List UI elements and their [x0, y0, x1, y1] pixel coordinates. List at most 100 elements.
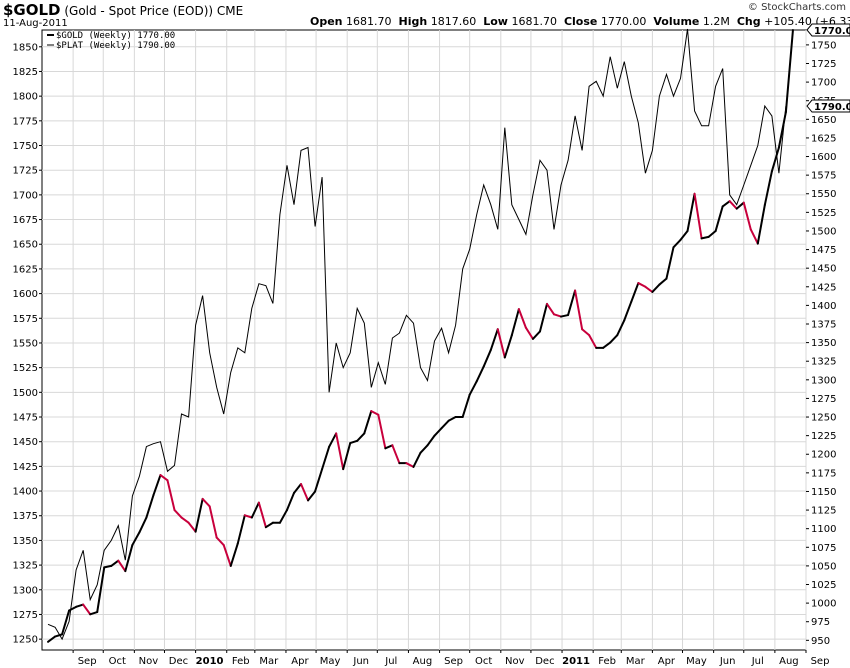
left-tick-label: 1850 [13, 42, 38, 53]
x-tick-label: Oct [109, 656, 126, 667]
symbol-description: (Gold - Spot Price (EOD)) [64, 4, 214, 18]
gold-segment [110, 559, 120, 567]
gold-segment [349, 439, 359, 445]
right-tick-label: 1750 [811, 40, 836, 51]
symbol-title: $GOLD (Gold - Spot Price (EOD)) CME [3, 1, 243, 19]
gold-segment [574, 289, 584, 331]
x-tick-label: Apr [658, 656, 676, 667]
right-tick-label: 1600 [811, 152, 836, 163]
x-tick-label: Feb [232, 656, 250, 667]
left-tick-label: 1675 [13, 215, 38, 226]
right-tick-label: 1500 [811, 226, 836, 237]
gold-segment [229, 542, 239, 567]
right-tick-label: 975 [811, 617, 830, 628]
gold-segment [208, 505, 218, 539]
gold-segment [285, 491, 295, 512]
gold-segment [54, 633, 64, 638]
gold-segment [82, 603, 92, 616]
right-tick-label: 1475 [811, 245, 836, 256]
right-tick-label: 1575 [811, 171, 836, 182]
left-axis: 1250 1275 1300 1325 1350 1375 1400 1425 1450 1475… [13, 42, 42, 646]
gold-segment [250, 501, 260, 519]
gold-segment [531, 330, 541, 340]
gold-segment [117, 559, 127, 573]
left-tick-label: 1700 [13, 190, 38, 201]
gold-segment [637, 282, 647, 288]
gold-segment [553, 313, 563, 318]
gold-segment [560, 314, 570, 318]
gold-segment [602, 341, 612, 349]
x-tick-label: Apr [291, 656, 309, 667]
right-tick-label: 1225 [811, 431, 836, 442]
left-tick-label: 1725 [13, 166, 38, 177]
last-value-text: 1790.00 [814, 102, 850, 113]
gold-segment [756, 203, 766, 245]
gold-segment [391, 444, 401, 465]
gold-segment [609, 334, 619, 344]
gold-segment [307, 490, 317, 502]
gold-segment [292, 483, 303, 494]
gold-segment [482, 349, 492, 368]
gold-segment [300, 483, 310, 502]
gold-segment [321, 445, 331, 471]
x-tick-label: 2011 [562, 656, 590, 667]
gold-segment [784, 29, 794, 113]
left-tick-label: 1275 [13, 610, 38, 621]
series-layer [47, 28, 794, 643]
x-tick-label: Jun [719, 656, 736, 667]
gold-segment [384, 444, 394, 450]
gold-segment [735, 201, 745, 210]
gold-segment [419, 444, 429, 454]
gold-segment [623, 300, 633, 322]
gold-segment [426, 434, 436, 447]
x-tick-label: Nov [505, 656, 525, 667]
left-tick-label: 1475 [13, 413, 38, 424]
left-tick-label: 1750 [13, 141, 38, 152]
left-tick-label: 1825 [13, 67, 38, 78]
left-tick-label: 1575 [13, 314, 38, 325]
plot-area[interactable] [41, 29, 807, 651]
gold-segment [538, 302, 548, 333]
gold-segment [700, 235, 710, 240]
gold-segment [89, 611, 99, 616]
gold-segment [342, 442, 352, 471]
volume-label: Volume [653, 15, 700, 28]
x-tick-label: Nov [139, 656, 159, 667]
brand-watermark[interactable]: © StockCharts.com [747, 2, 846, 13]
right-tick-label: 1250 [811, 413, 836, 424]
gold-segment [503, 334, 513, 359]
gold-segment [665, 246, 675, 280]
gold-segment [517, 308, 527, 329]
right-tick-label: 1075 [811, 543, 836, 554]
low-value: 1681.70 [511, 15, 557, 28]
gold-segment [222, 544, 232, 567]
close-value: 1770.00 [600, 15, 647, 28]
series-plat [47, 28, 787, 641]
gold-segment [145, 494, 155, 519]
gold-segment [588, 334, 598, 349]
gold-segment [201, 497, 211, 508]
gold-segment [257, 501, 267, 529]
right-tick-label: 1100 [811, 524, 836, 535]
right-tick-label: 1200 [811, 450, 836, 461]
right-tick-label: 1300 [811, 375, 836, 386]
gold-segment [124, 544, 134, 573]
last-value-labels: 1770.00 1790.00 [806, 23, 850, 113]
left-tick-label: 1500 [13, 388, 38, 399]
gold-segment [644, 285, 654, 293]
gold-segment [440, 419, 450, 430]
gold-segment [714, 205, 724, 232]
right-tick-label: 1650 [811, 115, 836, 126]
close-label: Close [563, 15, 598, 28]
plat-line [47, 28, 787, 641]
symbol-name: $GOLD [3, 1, 61, 19]
gold-segment [138, 516, 148, 534]
right-tick-label: 1175 [811, 468, 836, 479]
x-tick-label: Aug [779, 656, 799, 667]
gold-segment [616, 319, 626, 337]
gold-segment [166, 479, 176, 512]
left-tick-label: 1250 [13, 635, 38, 646]
legend-entry: $PLAT (Weekly) 1790.00 [56, 41, 175, 51]
x-tick-label: Jul [751, 656, 764, 667]
